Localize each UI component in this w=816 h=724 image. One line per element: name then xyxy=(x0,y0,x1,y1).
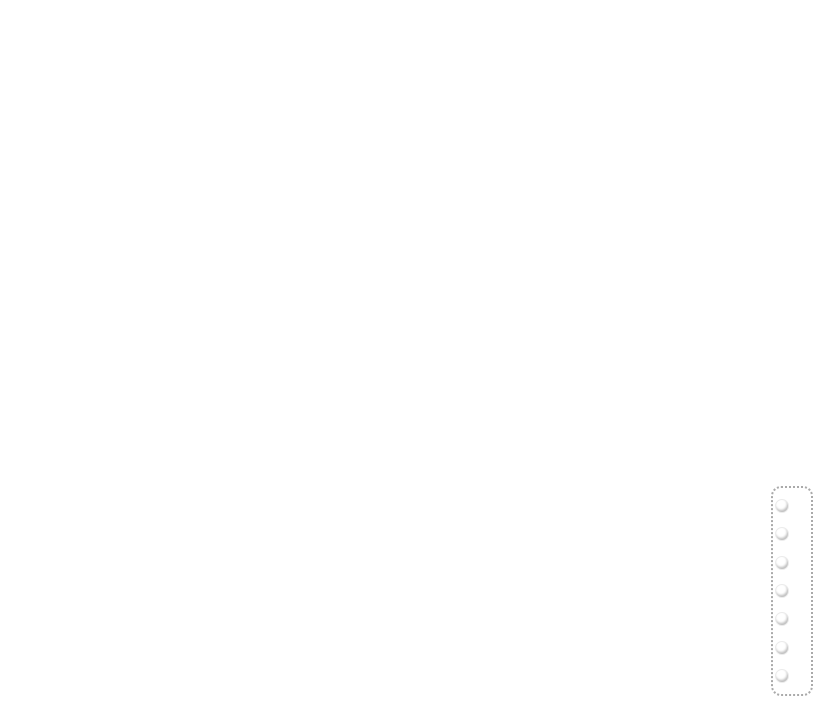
h-atom-icon xyxy=(775,640,789,655)
energy-diagram-b xyxy=(272,0,544,222)
legend-item-n xyxy=(775,583,809,598)
schematic-panel-h xyxy=(400,482,816,724)
n-atom-icon xyxy=(775,583,789,598)
legend-item-c xyxy=(775,527,809,542)
o-atom-icon xyxy=(775,668,789,683)
legend-item-f xyxy=(775,612,809,627)
atom-legend xyxy=(771,486,813,696)
energy-diagram-a xyxy=(0,0,272,222)
legend-item-ti xyxy=(775,499,809,514)
ti-atom-icon xyxy=(775,499,789,514)
legend-item-h xyxy=(775,640,809,655)
dos-panels-def xyxy=(0,222,396,724)
legend-item-o xyxy=(775,668,809,683)
f-atom-icon xyxy=(775,612,789,627)
energy-diagram-c xyxy=(544,0,816,222)
li-atom-icon xyxy=(775,555,789,570)
c-atom-icon xyxy=(775,527,789,542)
legend-item-li xyxy=(775,555,809,570)
cohp-panel-g xyxy=(400,222,816,484)
